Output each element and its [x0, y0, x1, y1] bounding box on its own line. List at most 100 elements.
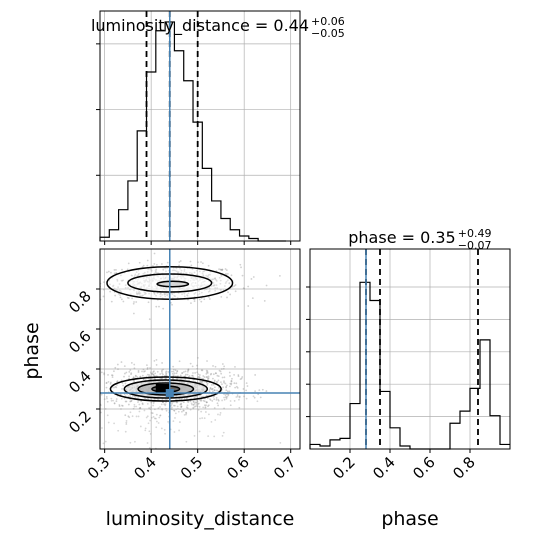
sample-point [90, 395, 92, 397]
sample-point [131, 415, 134, 418]
sample-point [192, 400, 195, 403]
sample-point [179, 378, 182, 381]
sample-point [127, 403, 130, 406]
sample-point [207, 264, 210, 267]
sample-point [150, 269, 153, 272]
sample-point [153, 359, 156, 362]
sample-point [208, 389, 211, 391]
sample-point [176, 401, 179, 404]
sample-point [94, 288, 96, 290]
sample-point [120, 298, 123, 301]
sample-point [147, 422, 150, 425]
sample-point [191, 374, 194, 377]
sample-point [167, 293, 170, 296]
sample-point [176, 271, 179, 274]
sample-point [184, 375, 187, 378]
y-tick-label: 0.6 [65, 327, 95, 357]
sample-point [224, 285, 226, 287]
sample-point [124, 414, 127, 417]
sample-point [167, 371, 170, 373]
sample-point [201, 380, 204, 383]
sample-point [88, 387, 90, 389]
sample-point [136, 293, 138, 295]
sample-point [153, 293, 156, 296]
sample-point [88, 398, 90, 400]
sample-point [139, 407, 142, 410]
sample-point [234, 290, 237, 293]
sample-point [190, 302, 192, 305]
sample-point [167, 421, 170, 423]
sample-point [196, 357, 199, 359]
sample-point [136, 292, 138, 295]
sample-point [113, 370, 115, 373]
sample-point [199, 399, 202, 402]
sample-point [158, 416, 161, 419]
sample-point [176, 370, 179, 372]
sample-point [265, 390, 268, 392]
sample-point [164, 398, 167, 401]
sample-point [102, 295, 105, 298]
sample-point [176, 370, 179, 373]
sample-point [171, 408, 174, 411]
sample-point [196, 371, 199, 374]
sample-point [104, 440, 107, 443]
sample-point [191, 268, 194, 271]
sample-point [182, 409, 185, 412]
sample-point [145, 375, 148, 378]
sample-point [215, 372, 217, 375]
sample-point [144, 427, 147, 430]
sample-point [240, 266, 242, 269]
sample-point [116, 380, 118, 383]
sample-point [223, 398, 226, 401]
sample-point [192, 407, 195, 410]
sample-point [193, 405, 196, 408]
sample-point [278, 274, 281, 277]
sample-point [183, 270, 186, 272]
sample-point [203, 404, 206, 407]
sample-point [230, 380, 233, 383]
sample-point [132, 302, 135, 305]
sample-point [195, 269, 198, 272]
sample-point [149, 268, 152, 271]
sample-point [180, 405, 183, 408]
sample-point [200, 395, 203, 398]
sample-point [207, 275, 209, 277]
sample-point [120, 397, 123, 400]
sample-point [178, 264, 180, 267]
sample-point [127, 286, 129, 289]
sample-point [86, 401, 88, 403]
sample-point [178, 261, 181, 263]
sample-point [190, 272, 193, 275]
sample-point [119, 296, 122, 299]
sample-point [125, 419, 128, 422]
sample-point [245, 389, 248, 392]
sample-point [184, 370, 187, 373]
sample-point [138, 261, 141, 264]
sample-point [124, 400, 127, 403]
sample-point [153, 292, 156, 295]
sample-point [204, 406, 207, 408]
title-main: phase = 0.35 [348, 228, 455, 247]
sample-point [97, 287, 99, 289]
sample-point [150, 406, 152, 409]
sample-point [211, 387, 214, 390]
luminosity-distance-histogram-panel: luminosity_distance = 0.44 +0.06 −0.05 [91, 10, 345, 245]
sample-point [149, 419, 152, 422]
sample-point [247, 305, 250, 307]
sample-point [253, 396, 256, 399]
x-axis-label-phase: phase [381, 508, 438, 530]
sample-point [155, 263, 158, 266]
sample-point [130, 373, 132, 376]
sample-point [229, 400, 232, 402]
sample-point [149, 408, 152, 411]
sample-point [141, 403, 144, 406]
sample-point [220, 368, 223, 370]
sample-point [156, 370, 159, 373]
sample-point [213, 389, 216, 392]
sample-point [206, 401, 208, 404]
sample-point [215, 397, 218, 399]
sample-point [203, 270, 206, 273]
sample-point [134, 395, 136, 398]
sample-point [170, 404, 173, 407]
sample-point [187, 401, 190, 403]
